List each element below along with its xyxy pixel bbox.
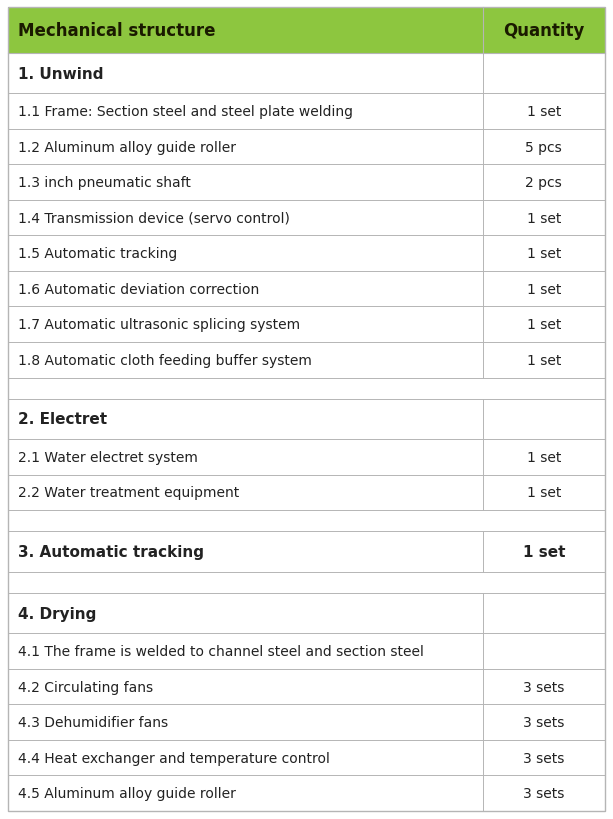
Text: 3 sets: 3 sets xyxy=(523,715,565,729)
Text: 1 set: 1 set xyxy=(527,450,561,464)
Text: 2.1 Water electret system: 2.1 Water electret system xyxy=(18,450,198,464)
Text: 4.4 Heat exchanger and temperature control: 4.4 Heat exchanger and temperature contr… xyxy=(18,751,330,765)
Text: 1 set: 1 set xyxy=(527,211,561,225)
Bar xyxy=(8,532,605,572)
Text: 1.3 inch pneumatic shaft: 1.3 inch pneumatic shaft xyxy=(18,176,191,190)
Text: 1.6 Automatic deviation correction: 1.6 Automatic deviation correction xyxy=(18,283,259,296)
Bar xyxy=(8,776,605,811)
Bar xyxy=(8,342,605,378)
Text: 5 pcs: 5 pcs xyxy=(525,140,562,154)
Text: 3 sets: 3 sets xyxy=(523,751,565,765)
Bar xyxy=(8,307,605,342)
Text: 4. Drying: 4. Drying xyxy=(18,606,96,621)
Text: Mechanical structure: Mechanical structure xyxy=(18,22,216,40)
Text: 1 set: 1 set xyxy=(522,545,565,559)
Bar xyxy=(8,129,605,165)
Text: 4.3 Dehumidifier fans: 4.3 Dehumidifier fans xyxy=(18,715,168,729)
Bar xyxy=(8,440,605,475)
Bar xyxy=(8,94,605,129)
Text: 2. Electret: 2. Electret xyxy=(18,412,107,427)
Text: 1.2 Aluminum alloy guide roller: 1.2 Aluminum alloy guide roller xyxy=(18,140,236,154)
Bar xyxy=(8,669,605,704)
Bar xyxy=(8,634,605,669)
Text: 1 set: 1 set xyxy=(527,486,561,500)
Bar xyxy=(8,165,605,201)
Bar xyxy=(8,201,605,236)
Text: 1.7 Automatic ultrasonic splicing system: 1.7 Automatic ultrasonic splicing system xyxy=(18,318,300,332)
Text: 1.8 Automatic cloth feeding buffer system: 1.8 Automatic cloth feeding buffer syste… xyxy=(18,353,312,367)
Bar xyxy=(8,378,605,400)
Bar xyxy=(8,54,605,94)
Bar xyxy=(8,593,605,634)
Text: 2.2 Water treatment equipment: 2.2 Water treatment equipment xyxy=(18,486,239,500)
Text: 1.5 Automatic tracking: 1.5 Automatic tracking xyxy=(18,247,177,260)
Text: 3 sets: 3 sets xyxy=(523,786,565,800)
Text: 3. Automatic tracking: 3. Automatic tracking xyxy=(18,545,204,559)
Bar xyxy=(8,475,605,510)
Text: Quantity: Quantity xyxy=(503,22,584,40)
Bar xyxy=(8,272,605,307)
Text: 1 set: 1 set xyxy=(527,353,561,367)
Bar xyxy=(8,572,605,593)
Text: 1.1 Frame: Section steel and steel plate welding: 1.1 Frame: Section steel and steel plate… xyxy=(18,105,353,119)
Text: 1 set: 1 set xyxy=(527,105,561,119)
Bar xyxy=(8,704,605,740)
Text: 1 set: 1 set xyxy=(527,318,561,332)
Text: 4.5 Aluminum alloy guide roller: 4.5 Aluminum alloy guide roller xyxy=(18,786,236,800)
Bar xyxy=(8,236,605,272)
Text: 1 set: 1 set xyxy=(527,283,561,296)
Bar xyxy=(8,8,605,54)
Text: 4.1 The frame is welded to channel steel and section steel: 4.1 The frame is welded to channel steel… xyxy=(18,645,424,658)
Bar xyxy=(8,740,605,776)
Bar xyxy=(8,510,605,532)
Bar xyxy=(8,400,605,440)
Text: 3 sets: 3 sets xyxy=(523,680,565,694)
Text: 1 set: 1 set xyxy=(527,247,561,260)
Text: 1. Unwind: 1. Unwind xyxy=(18,66,104,82)
Text: 1.4 Transmission device (servo control): 1.4 Transmission device (servo control) xyxy=(18,211,290,225)
Text: 4.2 Circulating fans: 4.2 Circulating fans xyxy=(18,680,153,694)
Text: 2 pcs: 2 pcs xyxy=(525,176,562,190)
